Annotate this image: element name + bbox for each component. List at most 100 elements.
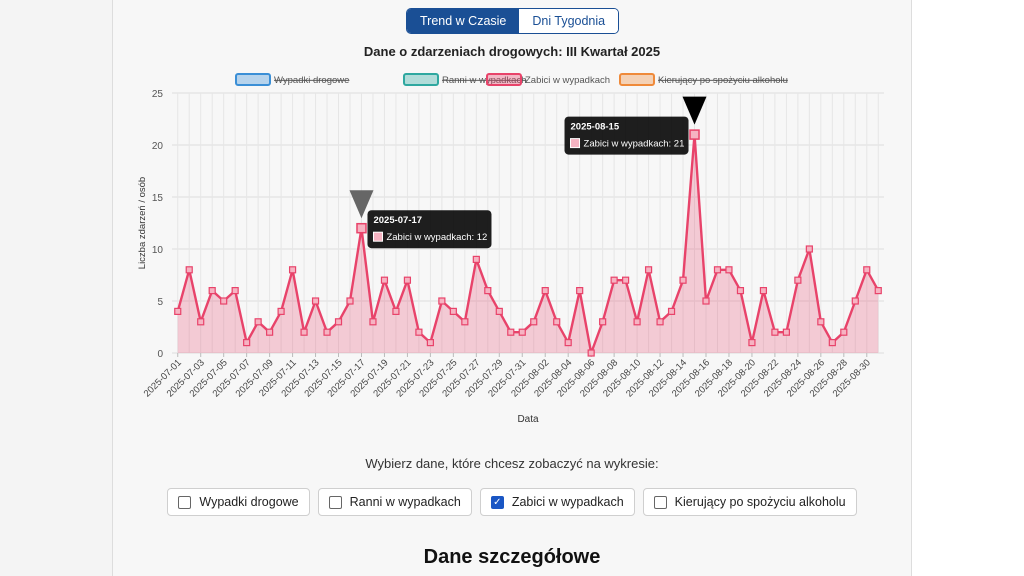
data-point	[415, 328, 423, 336]
data-point	[472, 255, 480, 263]
marker-arrow-1	[682, 96, 707, 125]
data-point	[759, 287, 768, 295]
data-point	[874, 287, 882, 295]
data-point	[610, 276, 618, 284]
legend-label-3: Kierujący po spożyciu alkoholu	[658, 75, 788, 86]
filter-killed-label: Zabici w wypadkach	[511, 495, 624, 509]
data-point	[392, 307, 400, 315]
filter-alcohol-label: Kierujący po spożyciu alkoholu	[674, 495, 846, 509]
chart-title: Dane o zdarzeniach drogowych: III Kwarta…	[364, 44, 660, 59]
marker-arrow-0	[349, 190, 374, 219]
data-point	[828, 339, 836, 347]
data-point	[174, 307, 182, 315]
data-point	[805, 245, 813, 253]
data-point	[461, 318, 469, 326]
highlight-point-1	[689, 129, 700, 140]
tab-trend[interactable]: Trend w Czasie	[407, 9, 520, 33]
view-tabs: Trend w Czasie Dni Tygodnia	[406, 8, 620, 34]
y-axis-title: Liczba zdarzeń / osób	[137, 177, 148, 269]
y-tick-label: 25	[152, 89, 164, 100]
x-axis-title: Data	[517, 414, 539, 425]
legend-swatch-2	[486, 73, 522, 86]
highlight-point-0	[356, 222, 367, 234]
data-point	[667, 307, 676, 315]
data-point	[622, 276, 630, 284]
data-point	[185, 266, 193, 274]
data-point	[725, 266, 733, 274]
series-area-0	[177, 134, 879, 353]
data-point	[644, 266, 653, 274]
data-point	[334, 318, 343, 326]
data-point	[231, 287, 239, 295]
checkbox-injured[interactable]	[328, 495, 342, 509]
tooltip-swatch-0	[372, 231, 383, 242]
checkbox-killed[interactable]: ✓	[490, 495, 504, 509]
chart-card	[112, 0, 912, 576]
data-point	[438, 297, 446, 305]
data-point	[380, 276, 389, 284]
filter-accidents-label: Wypadki drogowe	[199, 495, 299, 509]
tooltip-box-0	[367, 210, 492, 249]
tooltip-box-1	[564, 116, 689, 155]
data-point	[208, 287, 216, 295]
data-point	[656, 318, 664, 326]
data-point	[576, 287, 584, 295]
data-point	[369, 318, 377, 326]
data-point	[266, 328, 274, 336]
data-point	[748, 339, 756, 347]
data-point	[713, 266, 722, 274]
data-point	[243, 339, 251, 347]
y-tick-label: 15	[152, 193, 164, 204]
filter-accidents[interactable]: Wypadki drogowe	[167, 488, 310, 516]
legend-label-0: Wypadki drogowe	[274, 75, 349, 86]
checkbox-accidents[interactable]	[178, 495, 192, 509]
tab-weekdays[interactable]: Dni Tygodnia	[519, 9, 619, 33]
y-tick-label: 20	[152, 141, 164, 152]
checkbox-alcohol[interactable]	[653, 495, 667, 509]
data-point	[587, 349, 595, 357]
data-point	[323, 328, 331, 336]
data-point	[794, 276, 802, 284]
data-point	[220, 297, 228, 305]
data-point	[564, 339, 572, 347]
legend-label-2: Zabici w wypadkach	[525, 75, 610, 86]
data-point	[679, 276, 687, 284]
legend-swatch-3	[619, 73, 655, 86]
data-point	[736, 287, 745, 295]
filter-alcohol[interactable]: Kierujący po spożyciu alkoholu	[642, 488, 857, 516]
line-chart: Dane o zdarzeniach drogowych: III Kwarta…	[137, 44, 884, 425]
tooltip-text-0: Zabici w wypadkach: 12	[386, 232, 487, 243]
y-tick-label: 10	[152, 245, 164, 256]
y-tick-label: 0	[157, 349, 163, 360]
legend-swatch-1	[403, 73, 439, 86]
filter-killed[interactable]: ✓ Zabici w wypadkach	[479, 488, 635, 516]
data-point	[495, 307, 503, 315]
details-heading: Dane szczegółowe	[423, 546, 601, 568]
filter-injured[interactable]: Ranni w wypadkach	[317, 488, 472, 516]
data-point	[426, 339, 434, 347]
data-point	[300, 328, 308, 336]
legend-swatch-0	[235, 73, 271, 86]
data-point	[197, 318, 205, 326]
tooltip-text-1: Zabici w wypadkach: 21	[584, 139, 685, 150]
data-point	[346, 297, 354, 305]
data-point	[771, 328, 779, 336]
data-point	[702, 297, 710, 305]
data-point	[403, 276, 412, 284]
data-point	[633, 318, 641, 326]
data-point	[484, 287, 492, 295]
data-point	[449, 307, 457, 315]
filter-injured-label: Ranni w wypadkach	[349, 495, 461, 509]
data-point	[311, 297, 320, 305]
background-panel	[910, 0, 1024, 576]
data-point	[277, 307, 285, 315]
series-line-0	[176, 133, 880, 355]
data-point	[599, 318, 607, 326]
data-point	[507, 328, 515, 336]
series-filter: Wypadki drogowe Ranni w wypadkach ✓ Zabi…	[0, 488, 1024, 516]
legend-label-1: Ranni w wypadkach	[442, 75, 527, 86]
data-point	[553, 318, 561, 326]
data-point	[518, 328, 526, 336]
data-point	[817, 318, 825, 326]
data-point	[254, 318, 262, 326]
